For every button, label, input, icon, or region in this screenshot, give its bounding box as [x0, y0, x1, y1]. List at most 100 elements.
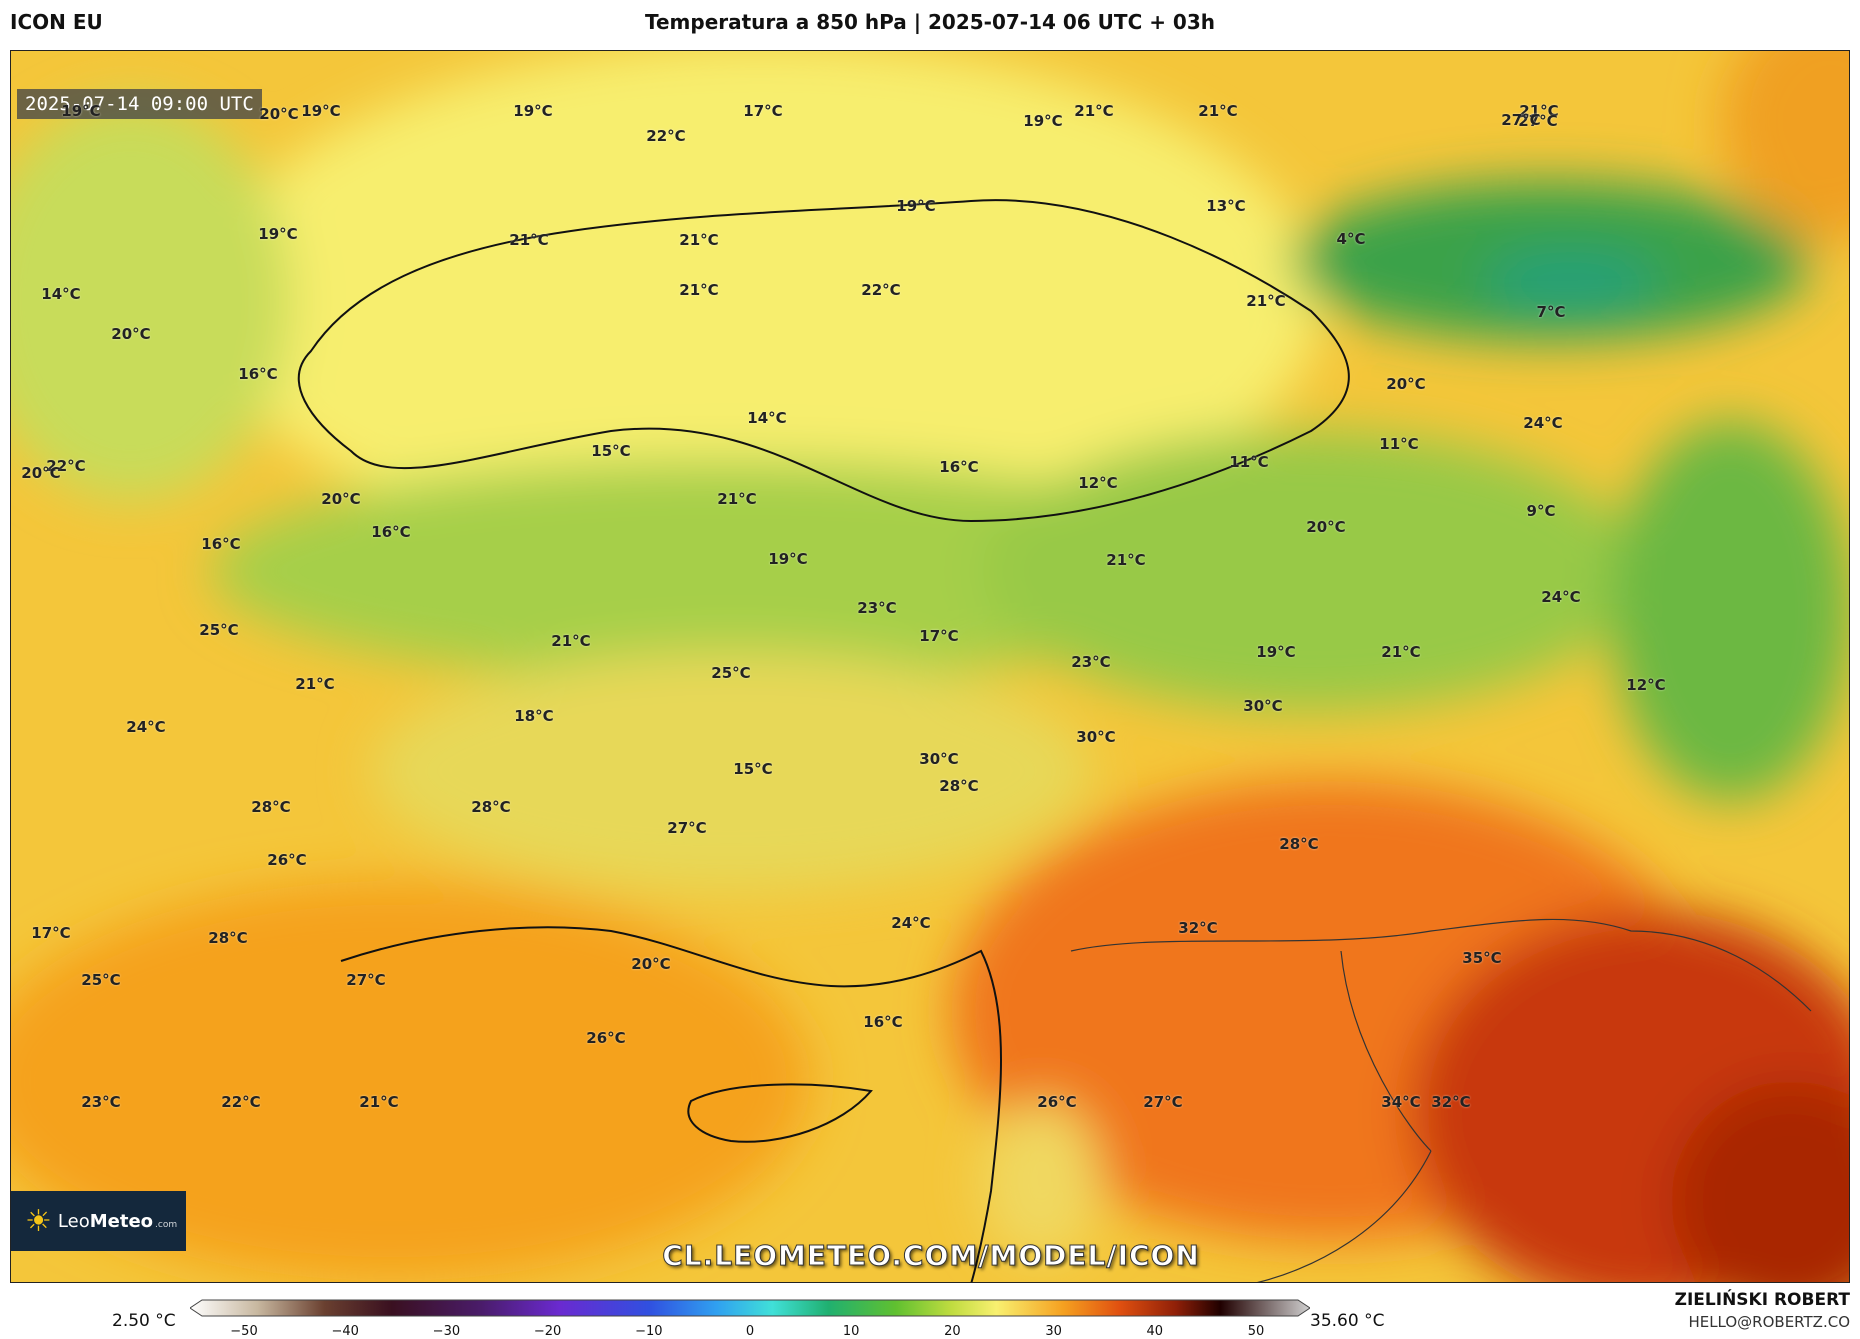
- temperature-label: 11°C: [1379, 435, 1419, 453]
- temperature-label: 20°C: [111, 325, 151, 343]
- temperature-label: 24°C: [891, 914, 931, 932]
- temperature-label: 23°C: [857, 599, 897, 617]
- leometeo-logo[interactable]: ☀ LeoMeteo .com: [11, 1191, 186, 1251]
- temperature-label: 17°C: [743, 102, 783, 120]
- colorbar-tick: −30: [432, 1324, 461, 1339]
- logo-text-bold: Meteo: [89, 1210, 154, 1232]
- watermark-url: CL.LEOMETEO.COM/MODEL/ICON: [662, 1239, 1200, 1273]
- temperature-label: 21°C: [1198, 102, 1238, 120]
- temperature-label: 25°C: [711, 664, 751, 682]
- colorbar-gradient: [190, 1299, 1310, 1317]
- colorbar-tick: 30: [1045, 1324, 1062, 1339]
- temperature-label: 19°C: [1256, 643, 1296, 661]
- temperature-label: 32°C: [1431, 1093, 1471, 1111]
- temperature-label: 28°C: [251, 798, 291, 816]
- temperature-label: 13°C: [1206, 197, 1246, 215]
- temperature-label: 28°C: [208, 929, 248, 947]
- logo-text-suffix: .com: [155, 1219, 178, 1230]
- temperature-label: 35°C: [1462, 949, 1502, 967]
- temperature-label: 23°C: [81, 1093, 121, 1111]
- temperature-label: 21°C: [509, 231, 549, 249]
- temperature-label: 27°C: [667, 819, 707, 837]
- colorbar-tick: −20: [533, 1324, 562, 1339]
- map-fields: [11, 51, 1849, 1282]
- black-sea-coastline: [297, 199, 1350, 523]
- temperature-label: 28°C: [939, 777, 979, 795]
- temperature-label: 16°C: [371, 523, 411, 541]
- colorbar-tick: 0: [745, 1324, 755, 1339]
- temperature-label: 27°C: [346, 971, 386, 989]
- colorbar-tick: 10: [842, 1324, 860, 1339]
- temperature-label: 30°C: [1243, 697, 1283, 715]
- temperature-label: 25°C: [199, 621, 239, 639]
- colorbar-tick: 50: [1247, 1324, 1265, 1339]
- temperature-label: 19°C: [1023, 112, 1063, 130]
- caucasus-coldest-zone: [1481, 251, 1661, 311]
- temperature-label: 26°C: [586, 1029, 626, 1047]
- caucasus-south-zone: [981, 431, 1641, 711]
- colorbar-max-label: 35.60 °C: [1310, 1311, 1385, 1331]
- temperature-label: 21°C: [679, 231, 719, 249]
- temperature-label: 22°C: [221, 1093, 261, 1111]
- temperature-label: 16°C: [863, 1013, 903, 1031]
- temperature-label: 19°C: [896, 197, 936, 215]
- temperature-label: 32°C: [1178, 919, 1218, 937]
- country-borders: [1070, 918, 1812, 1282]
- map-title: Temperatura a 850 hPa | 2025-07-14 06 UT…: [644, 10, 1215, 34]
- temperature-label: 27°C: [1501, 111, 1541, 129]
- temperature-label: 21°C: [295, 675, 335, 693]
- temperature-label: 7°C: [1536, 303, 1566, 321]
- colorbar-tick: −50: [230, 1324, 258, 1339]
- temperature-label: 18°C: [514, 707, 554, 725]
- temperature-label: 20°C: [259, 105, 299, 123]
- temperature-label: 16°C: [939, 458, 979, 476]
- temperature-label: 21°C: [359, 1093, 399, 1111]
- temperature-label: 17°C: [31, 924, 71, 942]
- temperature-label: 19°C: [61, 102, 101, 120]
- temperature-label: 20°C: [21, 464, 61, 482]
- temperature-label: 21°C: [1246, 292, 1286, 310]
- temperature-label: 28°C: [471, 798, 511, 816]
- mediterranean-zone: [11, 881, 811, 1281]
- colorbar-tick: 20: [944, 1324, 961, 1339]
- balkans-zone: [11, 101, 291, 501]
- temperature-label: 26°C: [267, 851, 307, 869]
- mediterranean-coastline: [340, 926, 1002, 1282]
- author-name: ZIELIŃSKI ROBERT: [1674, 1290, 1850, 1310]
- anatolia-north-zone: [211, 461, 1251, 681]
- iran-north-zone: [1611, 421, 1849, 801]
- iraq-hottest-zone: [1671, 1081, 1849, 1282]
- temperature-label: 20°C: [1386, 375, 1426, 393]
- temperature-label: 27°C: [1143, 1093, 1183, 1111]
- colorbar-tick: 40: [1146, 1324, 1164, 1339]
- temperature-label: 25°C: [81, 971, 121, 989]
- caspian-warm-zone: [1721, 51, 1849, 241]
- temperature-label: 20°C: [321, 490, 361, 508]
- colorbar-tick: −10: [635, 1324, 663, 1339]
- temperature-label: 17°C: [919, 627, 959, 645]
- temperature-map[interactable]: 2025-07-14 09:00 UTC 19°C 20°C 19°C 19°C 22°…: [10, 50, 1850, 1283]
- central-anatolia-zone: [371, 651, 1091, 891]
- temperature-label: 16°C: [201, 535, 241, 553]
- valid-time-badge: 2025-07-14 09:00 UTC: [17, 89, 262, 119]
- colorbar: [190, 1299, 1310, 1317]
- temperature-label: 21°C: [1074, 102, 1114, 120]
- temperature-field: [11, 51, 1849, 1282]
- temperature-label: 20°C: [1306, 518, 1346, 536]
- temperature-label: 4°C: [1336, 230, 1366, 248]
- temperature-label: 15°C: [733, 760, 773, 778]
- temperature-label: 14°C: [747, 409, 787, 427]
- sun-icon: ☀: [25, 1203, 52, 1239]
- temperature-label: 21°C: [551, 632, 591, 650]
- temperature-label: 21°C: [1106, 551, 1146, 569]
- temperature-label: 15°C: [591, 442, 631, 460]
- temperature-label: 22°C: [646, 127, 686, 145]
- temperature-label: 27°C: [1518, 112, 1558, 130]
- temperature-label: 12°C: [1626, 676, 1666, 694]
- temperature-label: 22°C: [46, 457, 86, 475]
- temperature-label: 24°C: [126, 718, 166, 736]
- temperature-label: 12°C: [1078, 474, 1118, 492]
- temperature-label: 26°C: [1037, 1093, 1077, 1111]
- temperature-label: 23°C: [1071, 653, 1111, 671]
- temperature-label: 28°C: [1279, 835, 1319, 853]
